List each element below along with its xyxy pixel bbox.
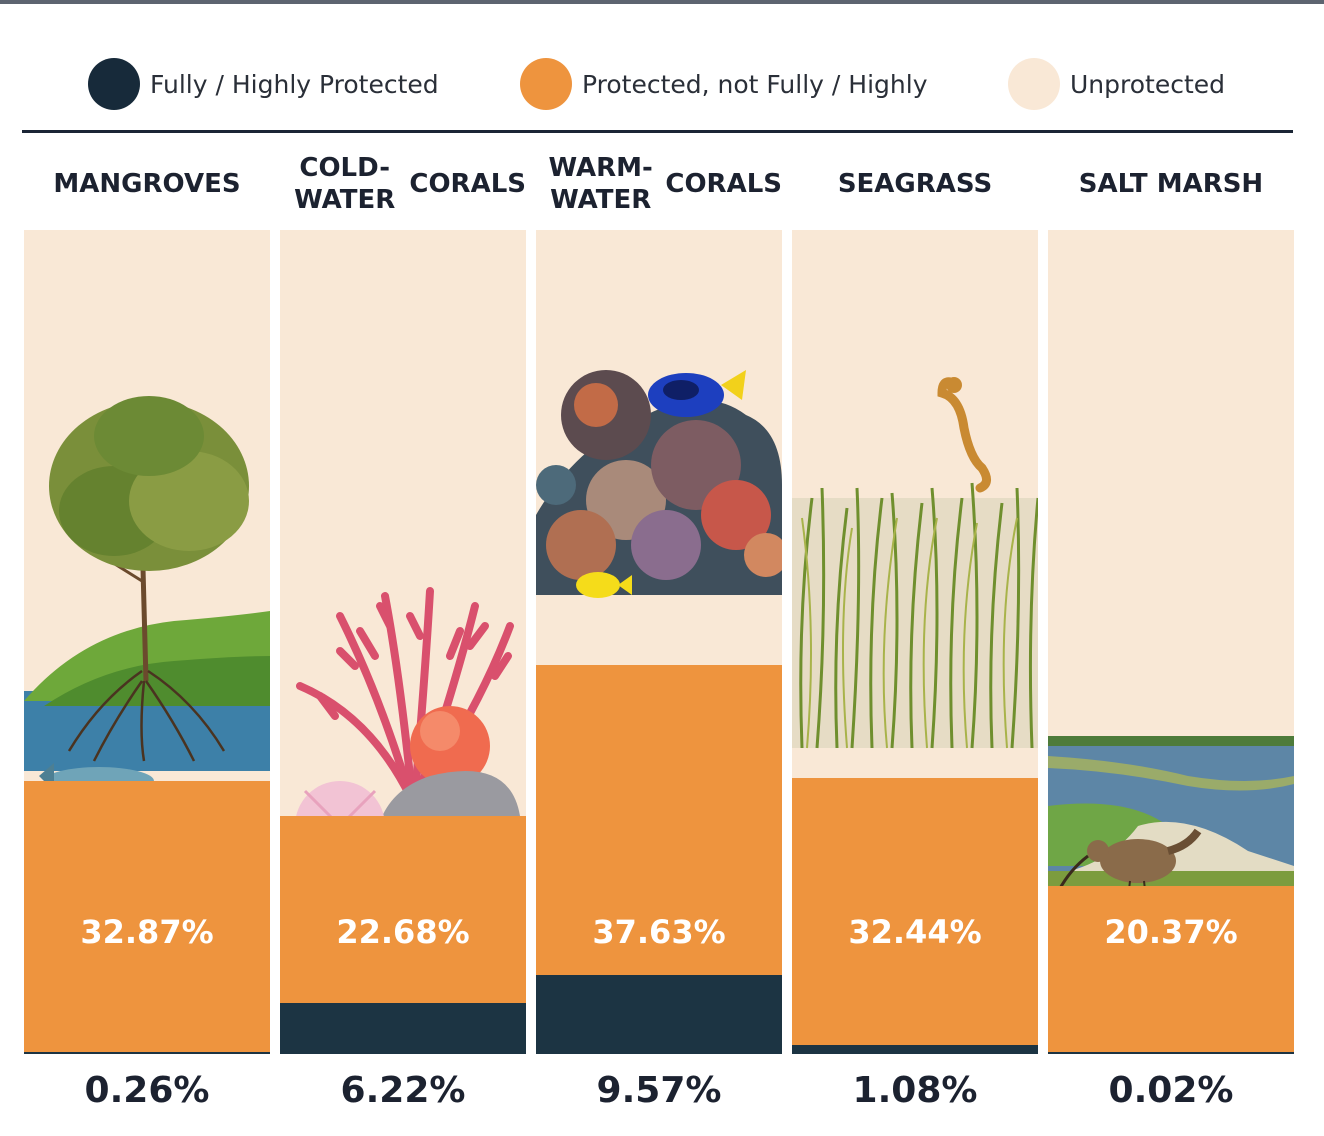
bar-column: 37.63% [536,230,782,1054]
bar-segment-fully-protected [280,1002,526,1054]
legend-label-protected: Protected, not Fully / Highly [582,69,928,99]
seagrass-with-seahorse-illustration [792,376,1038,748]
category-label-line: WARM-WATER [548,152,653,216]
data-label-fully-protected: 9.57% [596,1070,722,1111]
bar-column: 20.37% [1048,230,1294,1054]
category-label-line: SEAGRASS [837,168,993,199]
top-border [0,0,1324,4]
warm-water-coral-reef-with-fish-illustration [536,370,782,599]
category-label-line: CORALS [665,168,782,199]
data-label-fully-protected: 6.22% [340,1070,466,1111]
legend-swatch-protected [520,58,572,110]
category-label-line: MANGROVES [53,168,241,199]
legend-divider [22,130,1293,133]
legend-swatch-unprotected [1008,58,1060,110]
salt-marsh-with-curlew-illustration [1048,735,1294,966]
bar-segment-fully-protected [1048,1052,1294,1054]
category-label: SALT MARSH [1048,148,1294,220]
legend-item-protected: Protected, not Fully / Highly [520,56,927,112]
legend-item-fully-protected: Fully / Highly Protected [88,56,439,112]
data-label-protected: 32.87% [80,913,214,951]
bar-segment-protected [536,665,782,976]
legend-label-fully-protected: Fully / Highly Protected [150,69,439,99]
bar-column: 32.87% [24,230,270,1054]
legend-item-unprotected: Unprotected [1008,56,1225,112]
bar-column: 22.68% [280,230,526,1054]
bar-segment-fully-protected [536,975,782,1054]
data-label-protected: 37.63% [592,913,726,951]
bar-segment-fully-protected [24,1051,270,1054]
bar-segment-protected [280,815,526,1003]
data-label-protected: 22.68% [336,913,470,951]
bar-segment-protected [1048,885,1294,1054]
data-label-fully-protected: 1.08% [852,1070,978,1111]
bar-segment-protected [792,777,1038,1046]
data-label-fully-protected: 0.02% [1108,1070,1234,1111]
legend: Fully / Highly Protected Protected, not … [0,56,1324,112]
category-label: MANGROVES [24,148,270,220]
data-label-fully-protected: 0.26% [84,1070,210,1111]
bar-segment-protected [24,781,270,1052]
category-label-line: CORALS [409,168,526,199]
category-label-line: COLD-WATER [294,152,396,216]
bar-column: 32.44% [792,230,1038,1054]
category-label: SEAGRASS [792,148,1038,220]
cold-water-coral-illustration [295,586,520,871]
category-label: COLD-WATER CORALS [280,148,526,220]
data-label-protected: 32.44% [848,913,982,951]
data-label-protected: 20.37% [1104,913,1238,951]
category-label: WARM-WATER CORALS [536,148,782,220]
bar-segment-fully-protected [792,1045,1038,1054]
category-label-line: SALT MARSH [1078,168,1264,199]
legend-label-unprotected: Unprotected [1070,69,1226,99]
mangrove-tree-with-fish-illustration [24,396,270,796]
legend-swatch-fully-protected [88,58,140,110]
